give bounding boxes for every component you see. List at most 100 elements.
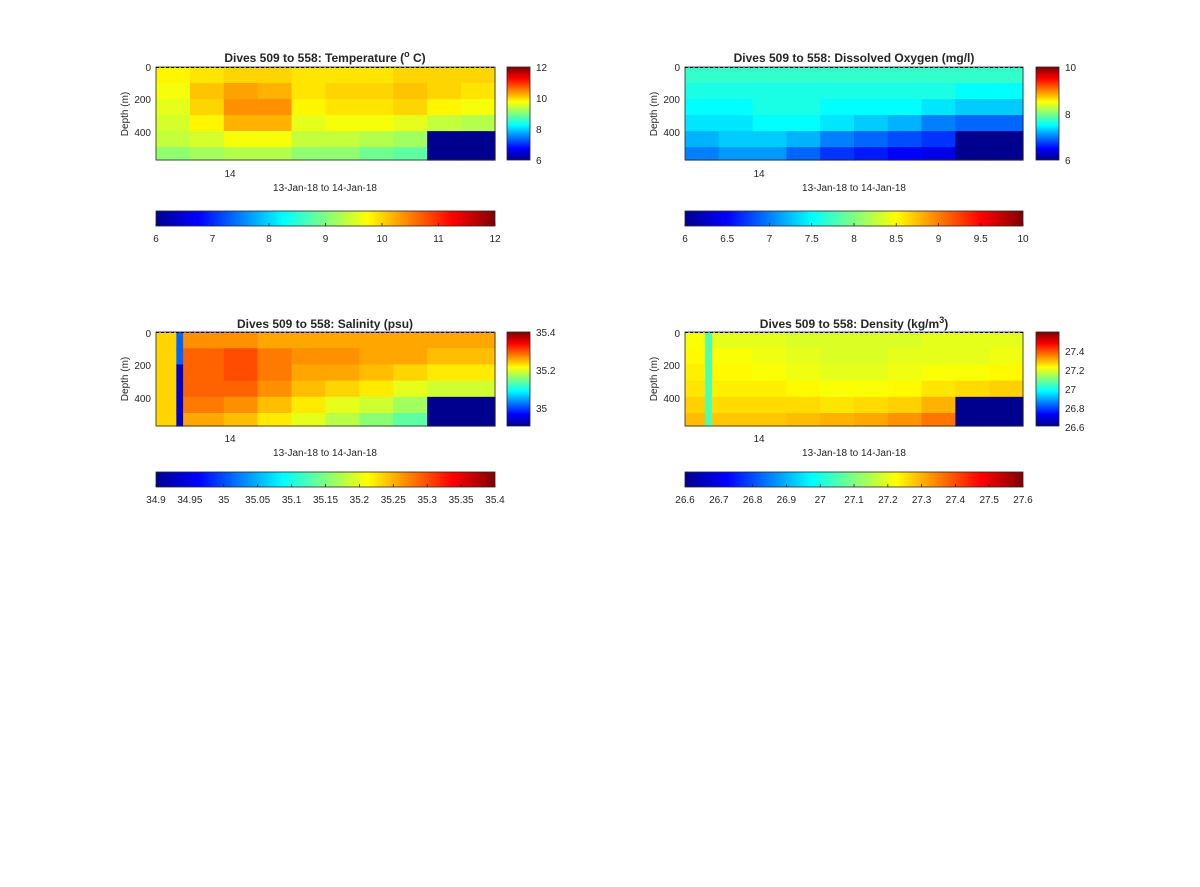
heatmap-cell (820, 131, 855, 148)
heatmap-cell (718, 83, 754, 100)
heatmap-cell (183, 413, 225, 427)
heatmap-cell (887, 83, 923, 100)
heatmap-cell (183, 332, 225, 349)
colorbar-tick-label: 35.3 (417, 495, 437, 506)
heatmap-cell (183, 396, 225, 414)
colorbar-tick-label: 35.25 (381, 495, 406, 506)
colorbar-tick-label: 26.8 (743, 495, 763, 506)
heatmap-cell (359, 131, 394, 148)
side-colorbar-tick: 6 (1065, 156, 1071, 167)
heatmap-cell (854, 332, 889, 349)
heatmap-cell (752, 115, 787, 132)
side-colorbar (506, 331, 531, 427)
heatmap-cell (921, 99, 956, 116)
side-colorbar-tick: 35.2 (536, 366, 556, 377)
heatmap-cell (786, 380, 821, 398)
heatmap-cell (189, 147, 225, 161)
colorbar-tick-label: 6 (682, 234, 688, 245)
heatmap-cell (393, 364, 428, 382)
side-colorbar (1035, 66, 1060, 161)
heatmap-cell (223, 380, 259, 398)
heatmap-cell (393, 396, 428, 414)
heatmap-cell (820, 396, 855, 414)
side-colorbar-tick: 35 (536, 404, 548, 415)
heatmap-cell (752, 348, 787, 366)
heatmap-cell (887, 131, 923, 148)
colorbar-tick-label: 10 (376, 234, 388, 245)
heatmap-cell (989, 67, 1024, 84)
heatmap-cell (189, 99, 225, 116)
x-tick-label: 14 (224, 434, 236, 445)
heatmap-cell (854, 147, 889, 161)
heatmap-cell (989, 396, 1024, 414)
heatmap-cell (393, 332, 428, 349)
heatmap-cell (921, 83, 956, 100)
heatmap-cell (921, 396, 956, 414)
heatmap-cell (887, 348, 923, 366)
heatmap-cell (786, 364, 821, 382)
heatmap-cell (854, 115, 889, 132)
heatmap-cell (393, 413, 428, 427)
colorbar-tick-label: 7 (210, 234, 216, 245)
heatmap-cell (461, 413, 496, 427)
heatmap-cell (921, 131, 956, 148)
colorbar-tick-label: 8.5 (889, 234, 903, 245)
heatmap-cell (461, 83, 496, 100)
heatmap-cell (921, 115, 956, 132)
heatmap-cell (887, 396, 923, 414)
heatmap-cell (752, 413, 787, 427)
heatmap-cell (461, 99, 496, 116)
heatmap-cell (989, 115, 1024, 132)
heatmap-cell (427, 380, 462, 398)
heatmap-cell (223, 396, 259, 414)
heatmap-cell (189, 131, 225, 148)
colorbar-tick-label: 35.4 (485, 495, 505, 506)
colorbar-tick-label: 27.4 (946, 495, 966, 506)
heatmap-cell (257, 99, 293, 116)
side-colorbar-tick: 26.8 (1065, 404, 1085, 415)
side-colorbar-tick: 27 (1065, 385, 1077, 396)
heatmap-cell (427, 67, 462, 84)
heatmap-cell (685, 131, 720, 148)
heatmap-cell (156, 348, 177, 366)
heatmap-cell (820, 115, 855, 132)
heatmap-cell (718, 99, 754, 116)
panel-density: Dives 509 to 558: Density (kg/m3) 0 200 … (649, 315, 1085, 506)
bottom-colorbar-ticks: 26.6 26.7 26.8 26.9 27 27.1 27.2 27.3 27.4 27.5 27… (675, 484, 1033, 506)
heatmap-cell (887, 380, 923, 398)
heatmap-area (685, 332, 1024, 427)
y-axis-label: Depth (m) (120, 92, 131, 136)
heatmap-cell (359, 380, 394, 398)
side-colorbar (506, 66, 531, 161)
colorbar-tick-label: 27.2 (878, 495, 898, 506)
colorbar-tick-label: 8 (851, 234, 857, 245)
side-colorbar-tick: 27.2 (1065, 366, 1085, 377)
y-tick-label: 400 (134, 128, 151, 139)
heatmap-cell (427, 364, 462, 382)
panel-temperature: Dives 509 to 558: Temperature (o C) 0 20… (120, 49, 548, 245)
heatmap-cell (176, 413, 184, 427)
heatmap-cell (156, 83, 191, 100)
plot-frame (155, 66, 496, 161)
heatmap-cell (359, 67, 394, 84)
plot-frame (684, 331, 1024, 427)
heatmap-cell (752, 131, 787, 148)
heatmap-cell (257, 364, 293, 382)
heatmap-cell (156, 99, 191, 116)
heatmap-cell (325, 413, 360, 427)
y-axis-label: Depth (m) (649, 92, 660, 136)
heatmap-cell (257, 83, 293, 100)
heatmap-cell (887, 332, 923, 349)
colorbar-tick-label: 12 (489, 234, 501, 245)
heatmap-cell (461, 115, 496, 132)
panel-dissolved-oxygen: Dives 509 to 558: Dissolved Oxygen (mg/l… (649, 51, 1077, 245)
panel-title: Dives 509 to 558: Salinity (psu) (237, 317, 413, 331)
side-colorbar-tick: 35.4 (536, 328, 556, 339)
bottom-colorbar-ticks: 6 7 8 9 10 11 12 (153, 223, 501, 245)
heatmap-cell (461, 332, 496, 349)
y-axis-label: Depth (m) (649, 357, 660, 401)
heatmap-cell (718, 115, 754, 132)
heatmap-cell (183, 348, 225, 366)
heatmap-cell (291, 396, 327, 414)
heatmap-cell (325, 83, 360, 100)
